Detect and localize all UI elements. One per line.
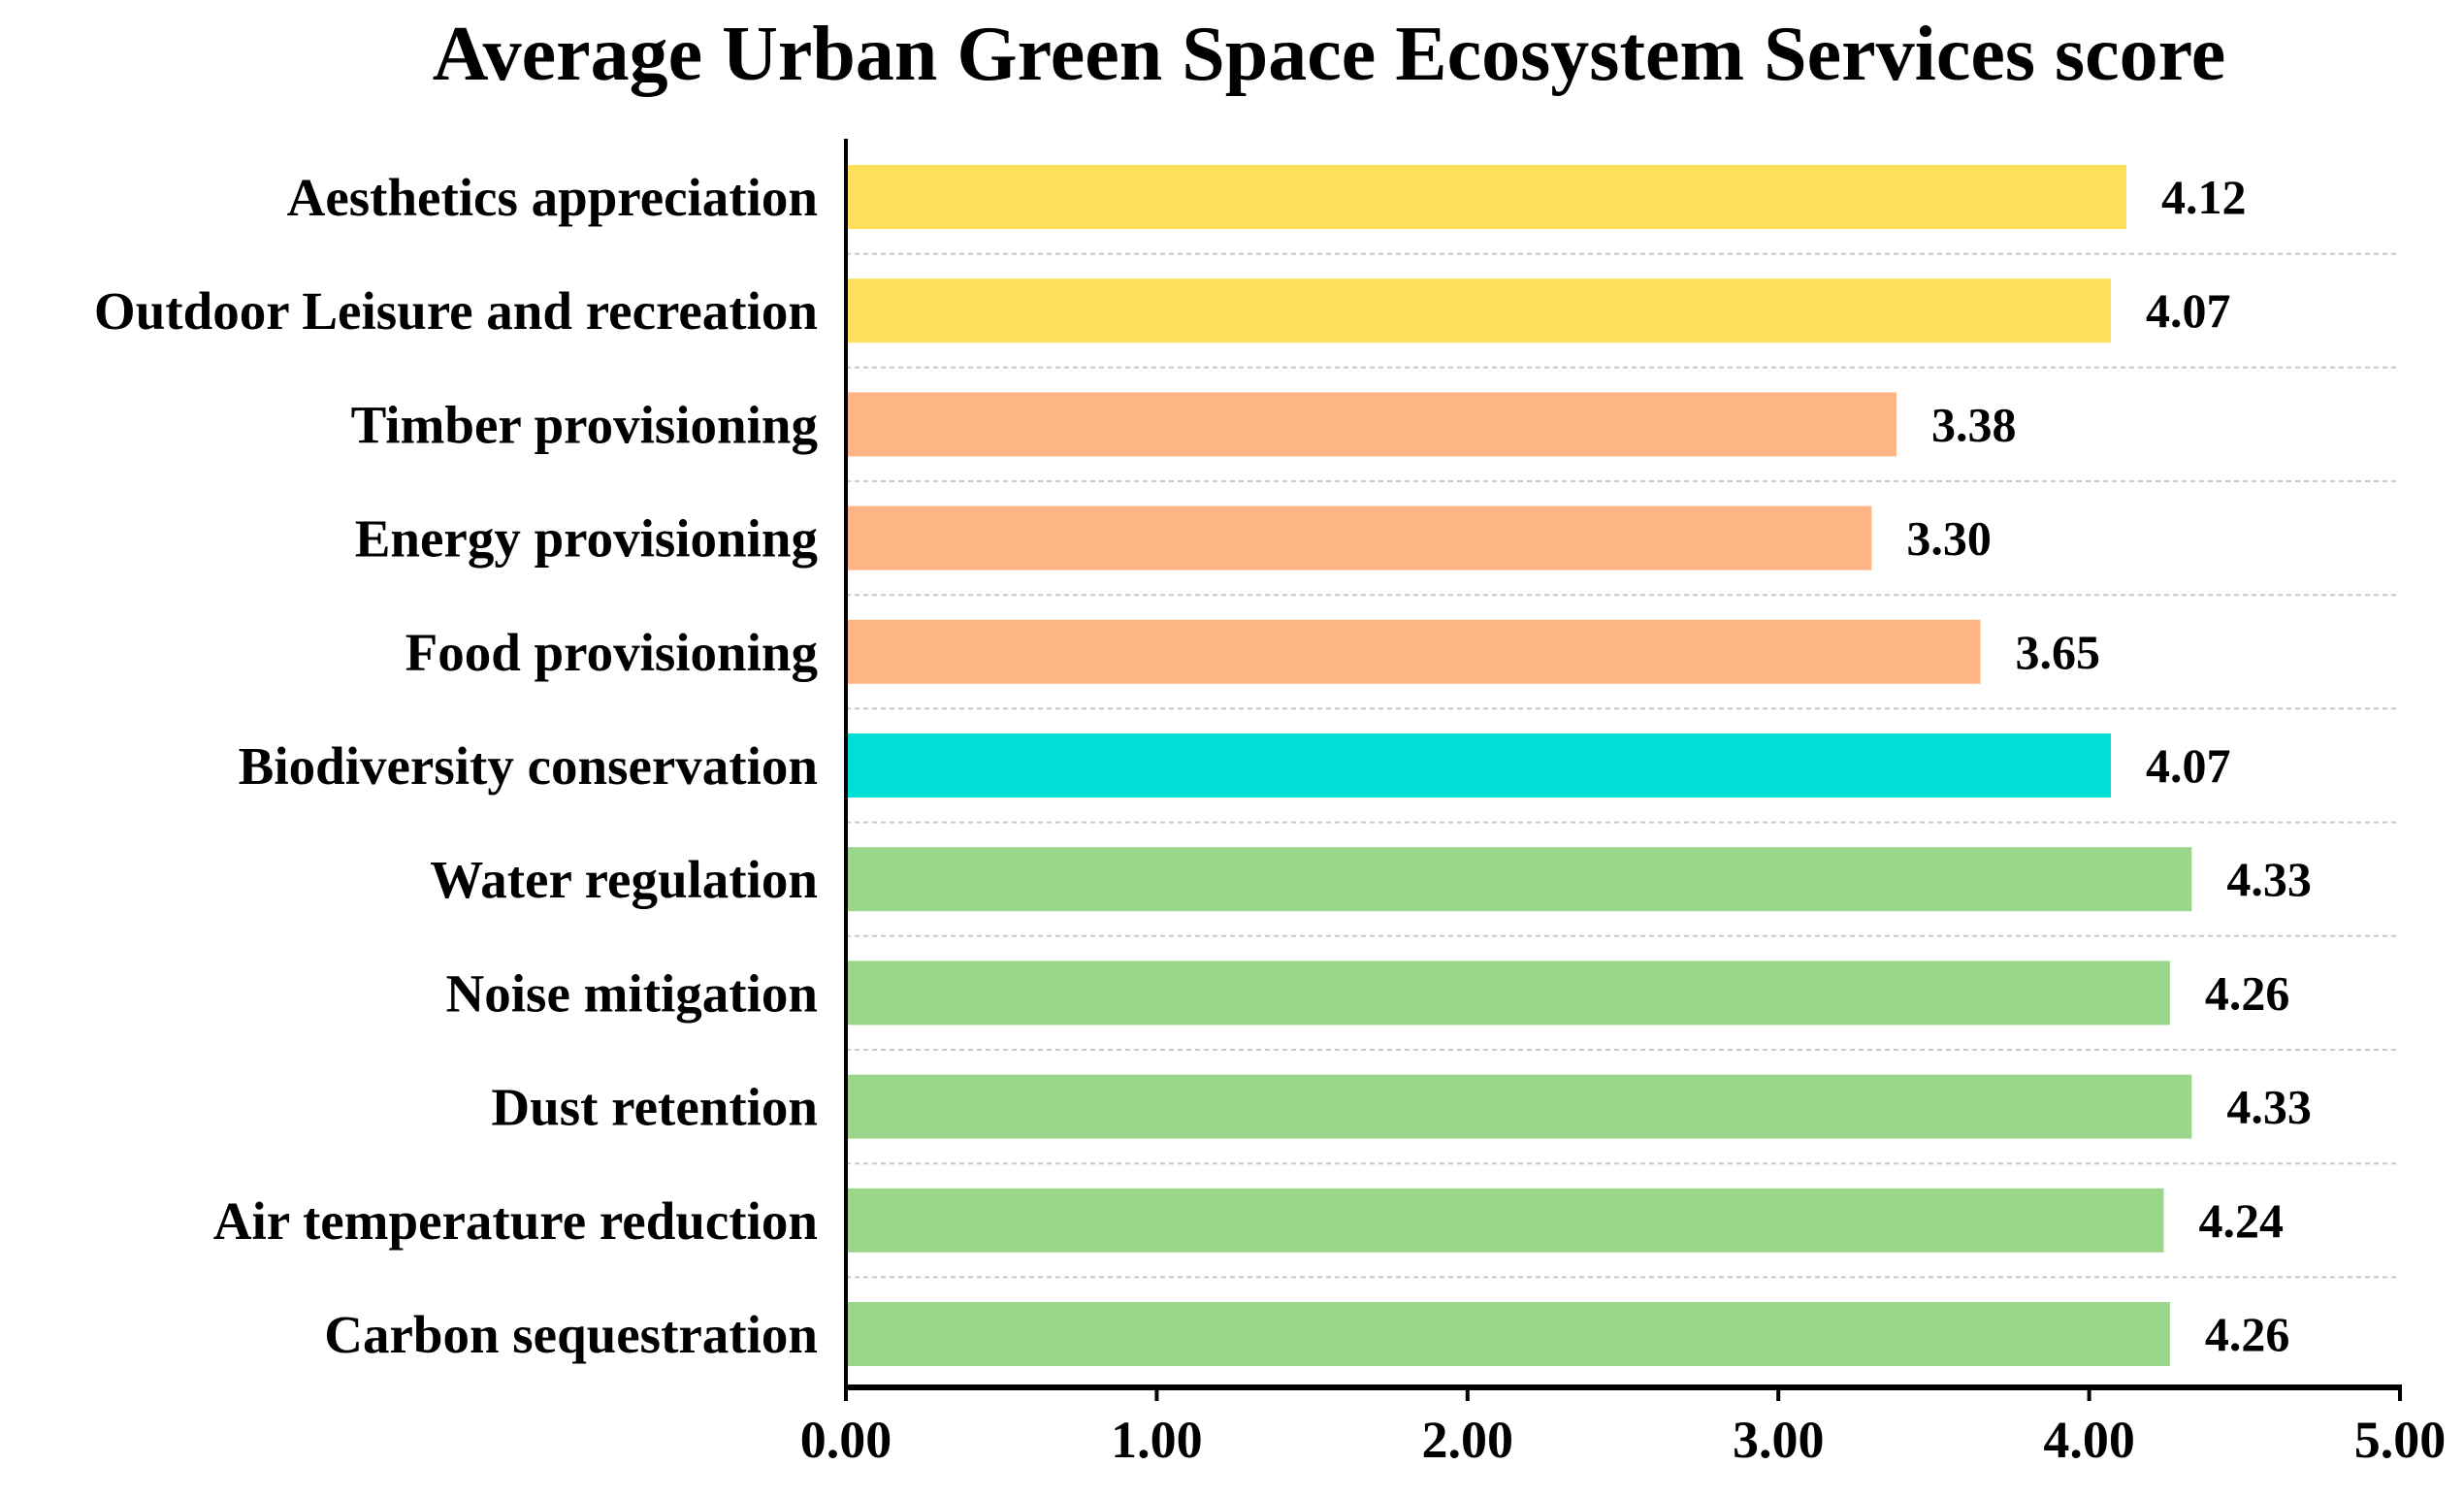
bar: [846, 847, 2192, 912]
category-label: Carbon sequestration: [324, 1305, 818, 1364]
chart-title: Average Urban Green Space Ecosystem Serv…: [433, 12, 2225, 97]
category-label: Aesthetics appreciation: [287, 168, 818, 227]
bar: [846, 961, 2170, 1026]
value-label: 3.30: [1906, 511, 1991, 566]
bar: [846, 733, 2112, 798]
bar: [846, 165, 2127, 229]
x-tick-label: 3.00: [1733, 1411, 1825, 1469]
category-label: Water regulation: [430, 850, 818, 909]
value-label: 4.26: [2205, 1307, 2290, 1361]
x-tick-label: 1.00: [1111, 1411, 1203, 1469]
bar: [846, 1074, 2192, 1139]
value-label: 4.33: [2226, 852, 2312, 906]
value-label: 4.07: [2146, 738, 2231, 793]
value-label: 3.65: [2015, 625, 2100, 679]
x-tick-label: 2.00: [1422, 1411, 1514, 1469]
bar: [846, 619, 1981, 684]
bar: [846, 1302, 2170, 1366]
value-label: 3.38: [1931, 397, 2017, 451]
x-tick-label: 4.00: [2043, 1411, 2135, 1469]
value-label: 4.33: [2226, 1080, 2312, 1134]
bar: [846, 278, 2112, 343]
x-tick-label: 0.00: [800, 1411, 892, 1469]
category-label: Outdoor Leisure and recreation: [94, 281, 818, 341]
value-label: 4.07: [2146, 283, 2231, 338]
category-label: Air temperature reduction: [213, 1191, 818, 1251]
category-label: Dust retention: [491, 1078, 818, 1137]
category-label: Noise mitigation: [446, 963, 818, 1023]
bar: [846, 392, 1897, 457]
value-label: 4.12: [2161, 170, 2247, 224]
bar: [846, 505, 1872, 570]
bar: [846, 1188, 2164, 1253]
category-label: Energy provisioning: [355, 509, 818, 569]
value-label: 4.24: [2198, 1193, 2284, 1248]
category-label: Food provisioning: [405, 623, 818, 682]
category-label: Timber provisioning: [351, 395, 818, 454]
x-tick-label: 5.00: [2354, 1411, 2447, 1469]
value-label: 4.26: [2205, 965, 2290, 1020]
category-label: Biodiversity conservation: [239, 736, 818, 796]
